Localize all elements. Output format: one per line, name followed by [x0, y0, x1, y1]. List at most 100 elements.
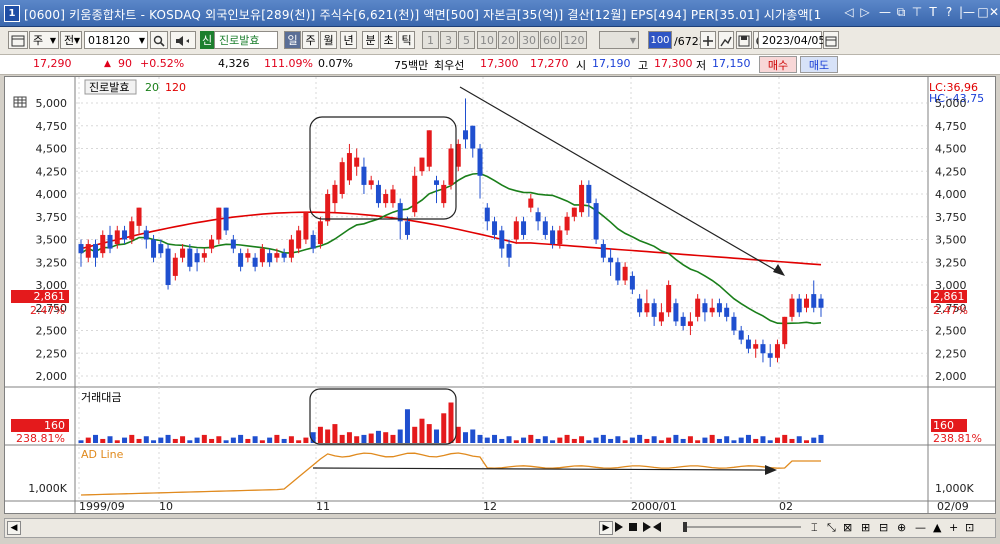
candle-body[interactable] [593, 203, 599, 240]
volume-bar[interactable] [470, 429, 476, 444]
volume-bar[interactable] [629, 437, 635, 443]
highlight-box-volume[interactable] [309, 388, 457, 445]
close-icon[interactable]: ✕ [988, 5, 1000, 19]
volume-bar[interactable] [615, 436, 621, 443]
volume-bar[interactable] [85, 437, 91, 443]
volume-bar[interactable] [767, 440, 773, 443]
candle-body[interactable] [325, 194, 331, 222]
candle-body[interactable] [209, 239, 215, 249]
volume-bar[interactable] [774, 437, 780, 443]
volume-bar[interactable] [354, 436, 360, 443]
candle-body[interactable] [557, 230, 563, 245]
volume-bar[interactable] [317, 426, 323, 443]
candle-body[interactable] [426, 130, 432, 167]
volume-bar[interactable] [463, 432, 469, 443]
candle-body[interactable] [499, 230, 505, 249]
candle-body[interactable] [673, 303, 679, 322]
volume-bar[interactable] [296, 440, 302, 443]
scroll-left-icon[interactable]: ◀ [7, 521, 21, 535]
candle-body[interactable] [165, 248, 171, 285]
volume-bar[interactable] [339, 434, 345, 443]
interval-60-button[interactable]: 60 [540, 31, 560, 49]
candle-body[interactable] [122, 230, 128, 240]
interval-20-button[interactable]: 20 [498, 31, 518, 49]
candle-body[interactable] [296, 230, 302, 249]
candle-body[interactable] [85, 244, 91, 258]
candle-body[interactable] [346, 153, 352, 181]
volume-bar[interactable] [579, 436, 585, 443]
candle-body[interactable] [782, 316, 788, 345]
candle-body[interactable] [274, 253, 280, 258]
candle-body[interactable] [223, 207, 229, 231]
candle-body[interactable] [637, 298, 643, 313]
volume-bar[interactable] [267, 437, 273, 443]
volume-bar[interactable] [129, 434, 135, 443]
volume-bar[interactable] [455, 426, 461, 443]
adline-arrow-line[interactable] [312, 467, 766, 471]
indicator-name[interactable]: 진로발효 [214, 31, 278, 49]
interval-5-button[interactable]: 5 [458, 31, 475, 49]
candle-body[interactable] [151, 239, 157, 258]
volume-bar[interactable] [216, 436, 222, 443]
interval-3-button[interactable]: 3 [440, 31, 457, 49]
candle-body[interactable] [361, 166, 367, 185]
volume-bar[interactable] [731, 440, 737, 443]
volume-bar[interactable] [165, 434, 171, 443]
candle-body[interactable] [448, 148, 454, 185]
volume-bar[interactable] [325, 429, 331, 444]
volume-bar[interactable] [426, 424, 432, 443]
volume-bar[interactable] [702, 437, 708, 443]
candle-body[interactable] [521, 221, 527, 235]
volume-bar[interactable] [542, 436, 548, 443]
volume-bar[interactable] [571, 438, 577, 443]
candle-body[interactable] [455, 143, 461, 167]
candle-body[interactable] [238, 253, 244, 267]
candle-body[interactable] [317, 221, 323, 245]
volume-bar[interactable] [695, 440, 701, 443]
next-window-icon[interactable]: ▷ [860, 5, 870, 19]
candle-body[interactable] [433, 180, 439, 185]
candle-body[interactable] [230, 239, 236, 249]
volume-bar[interactable] [651, 436, 657, 443]
candle-body[interactable] [201, 253, 207, 258]
candle-body[interactable] [492, 221, 498, 235]
candle-body[interactable] [629, 275, 635, 290]
candle-body[interactable] [419, 157, 425, 172]
volume-bar[interactable] [448, 402, 454, 444]
volume-bar[interactable] [477, 434, 483, 443]
candle-body[interactable] [404, 221, 410, 235]
save-icon[interactable] [736, 31, 752, 49]
playback-controls[interactable] [613, 521, 675, 533]
candle-body[interactable] [172, 257, 178, 276]
candle-body[interactable] [368, 180, 374, 185]
volume-bar[interactable] [521, 437, 527, 443]
volume-bar[interactable] [803, 440, 809, 443]
candle-body[interactable] [107, 234, 113, 249]
font-icon[interactable]: T [929, 5, 937, 19]
period-main-select[interactable]: 주 ▼ [29, 31, 59, 49]
interval-30-button[interactable]: 30 [519, 31, 539, 49]
volume-bar[interactable] [143, 436, 149, 443]
candle-body[interactable] [390, 189, 396, 204]
window-title-bar[interactable]: 1 [0600] 키움종합차트 - KOSDAQ 외국인보유[289(천)] 주… [0, 0, 1000, 27]
candle-body[interactable] [571, 207, 577, 217]
volume-bar[interactable] [782, 434, 788, 443]
volume-bar[interactable] [586, 440, 592, 443]
volume-bar[interactable] [274, 434, 280, 443]
cascade-icon[interactable]: ⧉ [896, 5, 906, 19]
volume-bar[interactable] [245, 438, 251, 443]
volume-bar[interactable] [412, 426, 418, 443]
chart-area[interactable]: 진로발효 20 120 LC:36,96 HC:-43,75 거래대금 AD L… [4, 76, 996, 514]
volume-bar[interactable] [441, 413, 447, 443]
candle-body[interactable] [687, 321, 693, 326]
help-icon[interactable]: ? [945, 5, 953, 19]
candle-body[interactable] [586, 184, 592, 204]
zoom-slider[interactable] [681, 521, 803, 533]
candle-body[interactable] [252, 257, 258, 267]
volume-bar[interactable] [724, 436, 730, 443]
candle-body[interactable] [484, 207, 490, 222]
candle-body[interactable] [194, 253, 200, 263]
candle-body[interactable] [651, 303, 657, 317]
volume-bar[interactable] [433, 429, 439, 444]
candle-body[interactable] [267, 253, 273, 263]
